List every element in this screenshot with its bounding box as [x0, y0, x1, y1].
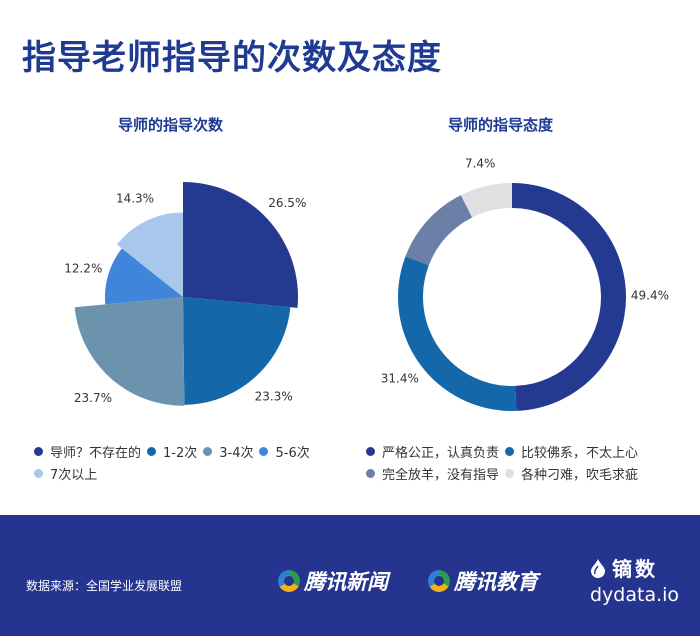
dydata-logo: 镝数 dydata.io	[590, 553, 679, 606]
donut-slice	[512, 183, 627, 411]
drop-icon	[591, 558, 605, 578]
donut-slice	[405, 195, 473, 266]
rose-data-label: 14.3%	[116, 191, 154, 205]
donut-chart: 49.4% 31.4% 7.4%	[381, 157, 669, 412]
legend-left: 导师？不存在的 1-2次 3-4次 5-6次 7次以上	[34, 440, 364, 484]
rose-slice	[104, 248, 183, 305]
legend-label: 3-4次	[219, 445, 254, 461]
chart-title-left: 导师的指导次数	[118, 116, 224, 134]
page-title: 指导老师指导的次数及态度	[22, 38, 442, 78]
data-source: 数据来源：全国学业发展联盟	[26, 579, 183, 593]
legend-swatch	[505, 446, 515, 456]
legend-swatch	[203, 446, 213, 456]
legend-swatch	[259, 446, 269, 456]
brand-name: 镝数	[612, 557, 658, 581]
rose-chart: 26.5% 23.3% 23.7% 12.2% 14.3%	[64, 182, 306, 406]
legend-item: 5-6次	[259, 440, 310, 462]
legend-label: 7次以上	[50, 467, 98, 483]
legend-swatch	[34, 446, 43, 456]
legend-item: 各种刁难，吹毛求疵	[505, 462, 638, 484]
rose-data-label: 26.5%	[268, 196, 306, 210]
legend-label: 严格公正，认真负责	[382, 445, 500, 461]
legend-item: 3-4次	[203, 440, 253, 462]
legend-item: 导师？不存在的	[34, 440, 141, 462]
rose-slice	[74, 297, 185, 406]
rose-slice	[183, 182, 298, 308]
logo-text: 腾讯教育	[454, 570, 538, 594]
rose-slice	[183, 297, 291, 405]
tencent-logo-icon	[278, 570, 300, 592]
footer-bar	[0, 515, 700, 636]
rose-data-label: 12.2%	[64, 261, 102, 275]
legend-item: 7次以上	[34, 462, 97, 484]
donut-data-label: 49.4%	[631, 288, 669, 302]
rose-data-label: 23.3%	[255, 389, 293, 403]
legend-label: 1-2次	[163, 445, 198, 461]
legend-label: 导师？不存在的	[50, 445, 142, 461]
brand-url: dydata.io	[590, 584, 680, 606]
legend-swatch	[366, 446, 375, 456]
donut-data-label: 7.4%	[465, 157, 496, 171]
rose-data-label: 23.7%	[74, 391, 112, 405]
legend-label: 5-6次	[275, 445, 310, 461]
legend-label: 各种刁难，吹毛求疵	[521, 467, 639, 483]
legend-item: 1-2次	[147, 440, 197, 462]
tencent-logo-icon	[428, 570, 450, 592]
legend-right: 严格公正，认真负责 比较佛系，不太上心完全放羊，没有指导 各种刁难，吹毛求疵	[366, 440, 686, 484]
legend-swatch	[366, 468, 375, 478]
legend-item: 比较佛系，不太上心	[505, 440, 638, 462]
legend-label: 完全放羊，没有指导	[382, 467, 500, 483]
tencent-edu-logo: 腾讯教育	[428, 566, 538, 596]
legend-item: 完全放羊，没有指导	[366, 462, 499, 484]
donut-data-label: 31.4%	[381, 371, 419, 385]
donut-slice	[460, 183, 512, 218]
chart-canvas: 26.5% 23.3% 23.7% 12.2% 14.3% 49.4% 31.4% 7.4%	[64, 157, 669, 412]
donut-slice	[398, 256, 517, 412]
chart-title-right: 导师的指导态度	[448, 116, 554, 134]
logo-text: 腾讯新闻	[304, 570, 388, 594]
legend-item: 严格公正，认真负责	[366, 440, 499, 462]
legend-swatch	[505, 468, 515, 478]
legend-swatch	[34, 468, 43, 478]
legend-label: 比较佛系，不太上心	[521, 445, 639, 461]
tencent-news-logo: 腾讯新闻	[278, 566, 388, 596]
legend-swatch	[147, 446, 157, 456]
rose-slice	[116, 212, 183, 297]
